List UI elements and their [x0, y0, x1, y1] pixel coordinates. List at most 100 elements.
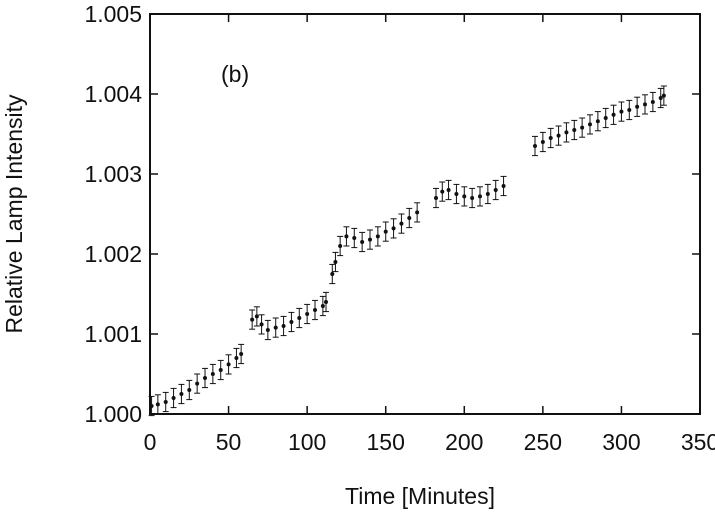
- point-marker: [234, 356, 239, 360]
- point-marker: [501, 184, 506, 188]
- data-point: [563, 122, 570, 143]
- point-marker: [273, 325, 278, 330]
- point-marker: [338, 244, 343, 248]
- data-point: [238, 343, 245, 365]
- y-axis-title: Relative Lamp Intensity: [1, 94, 27, 334]
- x-tick-label: 150: [367, 429, 405, 455]
- point-marker: [344, 234, 349, 239]
- point-marker: [313, 308, 317, 312]
- data-point: [217, 359, 224, 381]
- data-point: [555, 125, 562, 146]
- data-point: [258, 314, 265, 335]
- data-point: [148, 395, 155, 417]
- chart-annotation: (b): [221, 61, 249, 87]
- y-tick-label: 1.001: [84, 321, 142, 347]
- data-point: [657, 87, 664, 109]
- data-point: [186, 379, 193, 401]
- point-marker: [324, 300, 328, 304]
- data-point: [500, 175, 507, 197]
- data-point: [579, 117, 586, 138]
- point-marker: [603, 116, 608, 120]
- data-point: [602, 107, 609, 129]
- data-point: [351, 227, 358, 249]
- point-marker: [588, 122, 592, 127]
- point-marker: [611, 112, 616, 117]
- point-marker: [415, 210, 420, 215]
- point-marker: [195, 381, 200, 386]
- data-point: [225, 354, 232, 375]
- data-point: [539, 131, 546, 153]
- point-marker: [330, 272, 335, 276]
- x-tick-label: 0: [144, 429, 157, 455]
- point-marker: [564, 130, 569, 135]
- data-point: [249, 309, 256, 330]
- data-point: [547, 127, 554, 149]
- point-marker: [305, 312, 310, 316]
- point-marker: [434, 196, 438, 200]
- data-point: [642, 94, 648, 115]
- data-point: [343, 226, 350, 247]
- data-point: [618, 101, 625, 122]
- point-marker: [259, 322, 264, 327]
- data-point: [374, 226, 381, 247]
- point-marker: [352, 236, 357, 240]
- data-point: [414, 202, 421, 223]
- point-marker: [149, 404, 154, 408]
- data-point: [610, 104, 617, 125]
- data-point: [406, 207, 413, 229]
- data-point: [660, 85, 667, 106]
- data-point: [398, 213, 405, 234]
- point-marker: [360, 240, 365, 244]
- point-marker: [485, 192, 490, 196]
- point-marker: [540, 140, 545, 144]
- point-marker: [454, 192, 459, 196]
- point-marker: [383, 229, 388, 234]
- y-tick-label: 1.003: [84, 161, 142, 187]
- data-point: [329, 263, 336, 285]
- data-point: [253, 306, 260, 327]
- data-point: [367, 229, 373, 250]
- point-marker: [171, 396, 176, 400]
- point-marker: [440, 189, 445, 194]
- data-point: [280, 315, 287, 337]
- data-point: [178, 383, 185, 405]
- point-marker: [210, 372, 215, 376]
- point-marker: [289, 320, 294, 324]
- data-point: [312, 299, 318, 321]
- data-point: [433, 187, 439, 209]
- point-marker: [478, 194, 482, 199]
- data-point: [304, 303, 311, 325]
- data-point: [461, 186, 468, 207]
- point-marker: [650, 100, 655, 104]
- point-marker: [556, 133, 561, 138]
- data-point: [202, 367, 208, 389]
- point-marker: [635, 104, 640, 109]
- plot-frame: [149, 13, 701, 415]
- data-point: [634, 96, 641, 117]
- point-marker: [399, 221, 404, 226]
- data-point: [288, 311, 295, 333]
- point-marker: [619, 109, 624, 114]
- point-marker: [297, 316, 302, 320]
- data-point: [484, 183, 491, 205]
- point-marker: [163, 400, 168, 404]
- point-marker: [320, 304, 325, 308]
- data-point: [445, 179, 452, 201]
- data-point: [626, 99, 633, 121]
- data-point: [296, 307, 303, 329]
- point-marker: [446, 188, 451, 192]
- data-point: [477, 186, 483, 207]
- data-point: [532, 135, 538, 157]
- point-marker: [203, 376, 207, 380]
- point-marker: [580, 125, 585, 130]
- x-axis-title: Time [Minutes]: [345, 483, 495, 509]
- point-marker: [281, 324, 286, 328]
- point-marker: [250, 317, 255, 322]
- data-point: [337, 235, 344, 257]
- point-marker: [548, 136, 553, 140]
- data-point: [439, 181, 446, 202]
- point-marker: [572, 128, 577, 132]
- data-point: [264, 319, 271, 341]
- axis-ticks: 0 50 100 150 200 250 300 350 1.000 1.001 1.002 1.00…: [84, 1, 715, 455]
- point-marker: [658, 96, 663, 100]
